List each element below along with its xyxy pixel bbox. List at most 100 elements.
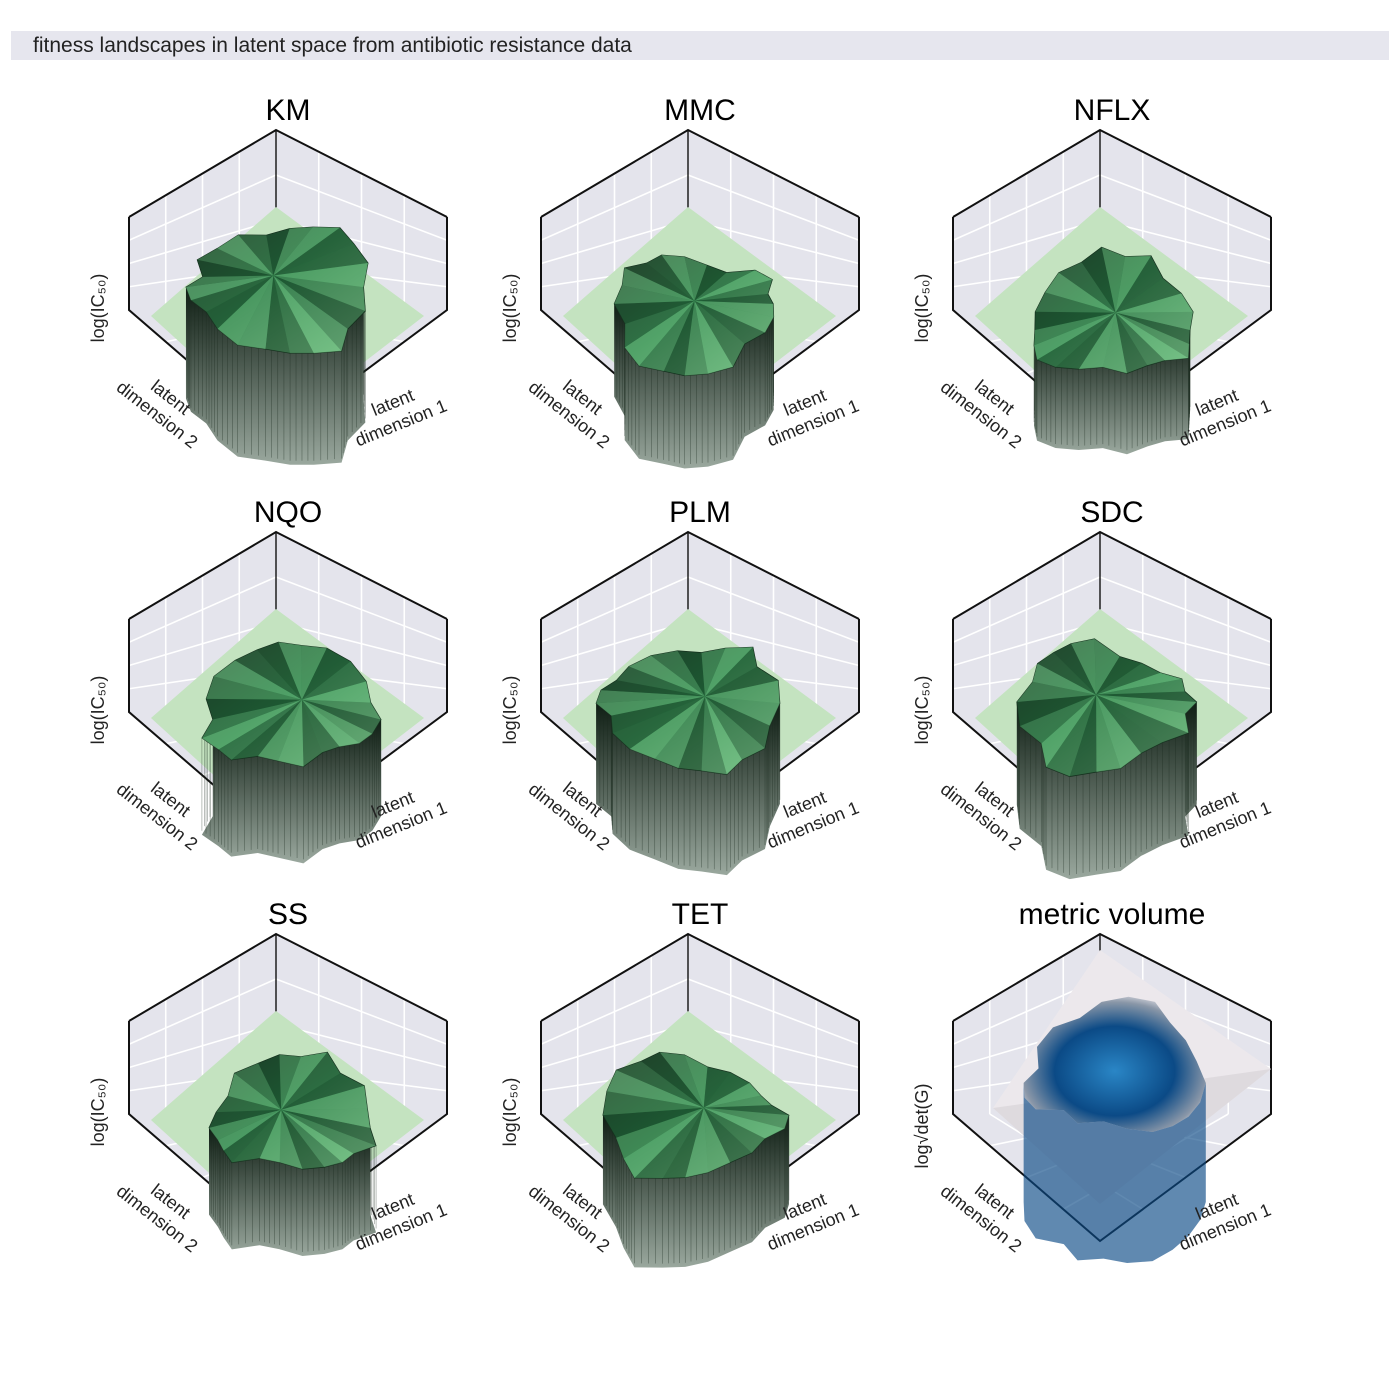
surface-facet <box>1101 247 1126 313</box>
grid-line <box>540 1023 689 1069</box>
surface-facet <box>703 1107 789 1129</box>
surface-facet <box>1102 312 1127 374</box>
surface-side-wall <box>602 1115 789 1268</box>
surface-facet <box>266 228 290 276</box>
surface-facet <box>703 1066 731 1108</box>
grid-line <box>687 576 860 643</box>
surface-facet <box>1053 643 1097 695</box>
surface-facet <box>273 243 369 276</box>
surface-facet <box>615 1107 704 1159</box>
surface-facet <box>661 254 695 301</box>
subplot-tet: TET log(IC₅₀) latentdimension 2 latentdimen… <box>495 894 907 1296</box>
surface-facet <box>281 1085 368 1110</box>
surface-facet <box>703 1072 750 1108</box>
surface-facet <box>278 699 304 767</box>
surface-facet <box>634 1107 704 1179</box>
metric-well <box>1023 996 1206 1132</box>
surface-facet <box>677 650 705 697</box>
surface-facet <box>273 275 366 312</box>
subplot-plm: PLM log(IC₅₀) latentdimension 2 latentdimen… <box>495 492 907 894</box>
grid-line <box>275 576 448 643</box>
surface-facet <box>1032 663 1097 695</box>
surface-facet <box>704 696 743 775</box>
surface-facet <box>1096 694 1189 743</box>
surface-facet <box>1115 278 1182 313</box>
grid-line <box>128 174 277 241</box>
z-axis-label: log(IC₅₀) <box>88 1078 108 1147</box>
grid-line <box>687 1023 860 1069</box>
surface-facet <box>273 227 340 276</box>
surface-facet <box>1045 272 1116 313</box>
grid-line <box>275 1023 448 1069</box>
surface-facet <box>663 300 695 376</box>
surface-facet <box>703 1107 731 1173</box>
subplot-title: SS <box>268 898 308 931</box>
surface-facet <box>703 1107 766 1153</box>
surface-facet <box>201 699 302 750</box>
subplot-title: SDC <box>1080 496 1143 529</box>
z-axis-label: log(IC₅₀) <box>88 274 108 343</box>
subplot-km: KM log(IC₅₀) latentdimension 2 latentdimens… <box>83 90 495 492</box>
surface-facet <box>694 293 774 304</box>
surface-side-wall <box>614 303 774 469</box>
grid-line <box>687 174 860 241</box>
surface-facet <box>1115 293 1194 313</box>
grid-line <box>540 978 689 1045</box>
surface-facet <box>238 234 274 276</box>
surface-facet <box>234 1063 282 1110</box>
surface-facet <box>694 300 766 345</box>
surface-facet <box>703 1107 753 1163</box>
surface-facet <box>1094 638 1120 695</box>
surface-facet <box>600 680 705 697</box>
grid-line <box>540 576 689 643</box>
surface-facet <box>301 699 373 744</box>
surface-facet <box>685 1107 709 1178</box>
surface-facet <box>1096 672 1182 695</box>
surface-facet <box>703 1105 789 1116</box>
surface-facet <box>622 267 695 301</box>
surface-facet <box>646 254 695 301</box>
surface-facet <box>301 699 382 720</box>
surface-facet <box>273 227 355 276</box>
subplot-title: MMC <box>664 94 736 127</box>
surface-facet <box>258 1054 282 1110</box>
surface-facet <box>1071 638 1097 695</box>
surface-facet <box>704 696 765 760</box>
grid-line <box>952 576 1101 643</box>
surface-facet <box>602 1091 704 1116</box>
grid-line <box>952 621 1101 667</box>
surface-facet <box>596 696 705 716</box>
grid-line <box>952 219 1101 265</box>
surface-facet <box>1055 312 1116 370</box>
y-axis-label: latentdimension 2 <box>937 360 1039 453</box>
surface-facet <box>596 690 705 704</box>
surface-facet <box>281 1052 341 1110</box>
surface-facet <box>624 300 695 367</box>
subplot-title: NQO <box>254 496 322 529</box>
subplot-sdc: SDC log(IC₅₀) latentdimension 2 latentdimen… <box>907 492 1319 894</box>
surface-facet <box>301 681 371 703</box>
subplot-title: NFLX <box>1074 94 1151 127</box>
grid-line <box>1099 576 1272 643</box>
surface-facet <box>694 300 734 374</box>
surface-facet <box>704 696 780 726</box>
surface-facet <box>218 699 302 760</box>
surface-facet <box>190 275 274 312</box>
surface-facet <box>1096 694 1163 754</box>
surface-facet <box>1037 652 1097 695</box>
grid-line <box>128 1023 277 1069</box>
surface-facet <box>237 275 274 350</box>
surface-facet <box>704 696 770 749</box>
surface-facet <box>684 300 708 376</box>
grid-line <box>687 219 860 265</box>
surface-facet <box>628 655 705 697</box>
grid-line <box>687 978 860 1045</box>
z-axis-label: log(IC₅₀) <box>912 274 932 343</box>
surface-facet <box>1096 694 1197 714</box>
surface-facet <box>1096 694 1142 769</box>
